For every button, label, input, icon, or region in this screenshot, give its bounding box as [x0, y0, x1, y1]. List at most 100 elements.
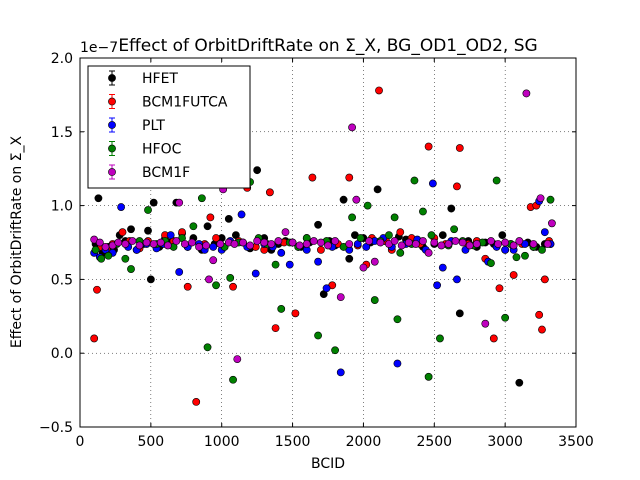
legend-label: HFOC: [142, 142, 182, 158]
data-point: [197, 194, 206, 203]
data-point: [166, 231, 175, 240]
data-point: [458, 238, 467, 247]
data-point: [142, 238, 151, 247]
data-point: [230, 240, 239, 248]
data-point: [521, 251, 529, 260]
legend-label: HFET: [142, 71, 178, 87]
data-point: [494, 240, 502, 248]
data-point: [501, 238, 510, 247]
data-point: [314, 257, 322, 266]
legend-item: HFOC: [108, 141, 182, 158]
data-point: [128, 237, 137, 245]
data-point: [127, 225, 135, 234]
data-point: [302, 240, 311, 248]
data-point: [404, 238, 413, 247]
data-point: [397, 241, 406, 250]
data-point: [411, 240, 420, 248]
data-point: [212, 234, 220, 242]
data-point: [363, 201, 372, 210]
y-offset-text: 1e−7: [80, 40, 118, 56]
data-point: [375, 86, 383, 95]
y-tick-label: 1.5: [51, 125, 73, 141]
data-point: [229, 375, 237, 384]
data-point: [437, 241, 446, 250]
data-point: [536, 194, 545, 203]
data-point: [428, 179, 437, 188]
data-point: [481, 319, 490, 328]
data-point: [233, 355, 242, 364]
legend-marker: [108, 97, 116, 106]
data-point: [314, 331, 322, 340]
data-point: [203, 222, 212, 231]
data-point: [216, 240, 225, 248]
y-axis-title: Effect of OrbitDriftRate on Σ_X: [9, 135, 25, 348]
data-point: [121, 254, 130, 263]
data-point: [348, 213, 356, 222]
x-tick-label: 0: [76, 434, 85, 450]
data-point: [93, 285, 101, 294]
data-point: [203, 343, 212, 352]
legend-item: HFET: [108, 70, 178, 87]
data-point: [317, 245, 325, 254]
y-tick-label: 1.0: [51, 199, 73, 215]
data-point: [314, 220, 322, 229]
data-point: [202, 241, 211, 250]
data-point: [281, 228, 290, 237]
data-point: [345, 254, 354, 263]
data-point: [546, 195, 555, 204]
legend-label: PLT: [142, 118, 165, 134]
data-point: [424, 372, 433, 381]
data-point: [121, 240, 130, 248]
x-tick-label: 500: [137, 434, 164, 450]
data-point: [336, 293, 345, 302]
data-point: [90, 334, 99, 343]
data-point: [430, 238, 439, 247]
data-point: [206, 213, 215, 222]
data-point: [436, 334, 444, 343]
data-point: [538, 325, 546, 334]
x-tick-label: 1500: [275, 434, 311, 450]
data-point: [91, 245, 100, 254]
data-point: [271, 324, 280, 333]
data-point: [267, 240, 276, 248]
data-point: [352, 195, 361, 204]
data-point: [438, 231, 447, 240]
data-point: [509, 241, 518, 250]
data-point: [359, 263, 368, 272]
data-point: [271, 260, 280, 269]
data-point: [237, 210, 246, 219]
data-point: [396, 248, 405, 257]
data-point: [487, 259, 495, 268]
data-point: [498, 231, 507, 240]
data-point: [339, 195, 348, 204]
data-point: [535, 310, 544, 319]
data-point: [265, 188, 274, 197]
data-point: [135, 241, 144, 250]
data-point: [419, 237, 427, 245]
data-point: [172, 237, 181, 245]
data-point: [393, 315, 402, 324]
y-tick-label: 0.5: [51, 272, 73, 288]
series-bcm1f: [90, 89, 556, 364]
data-point: [246, 241, 254, 250]
data-point: [104, 251, 113, 260]
data-point: [453, 182, 461, 191]
legend-label: BCM1F: [142, 165, 190, 181]
y-tick-label: 2.0: [51, 51, 73, 67]
data-point: [205, 275, 213, 284]
data-point: [543, 240, 552, 248]
x-tick-label: 1000: [204, 434, 240, 450]
x-tick-label: 3500: [558, 434, 594, 450]
data-point: [548, 219, 556, 228]
data-point: [385, 231, 393, 240]
data-point: [118, 228, 127, 237]
data-point: [390, 237, 399, 245]
legend-marker: [108, 144, 116, 153]
y-tick-label: 0.0: [51, 346, 73, 362]
data-point: [356, 234, 365, 242]
data-point: [188, 238, 196, 247]
data-point: [501, 245, 510, 254]
x-tick-label: 3000: [487, 434, 523, 450]
data-point: [146, 275, 155, 284]
